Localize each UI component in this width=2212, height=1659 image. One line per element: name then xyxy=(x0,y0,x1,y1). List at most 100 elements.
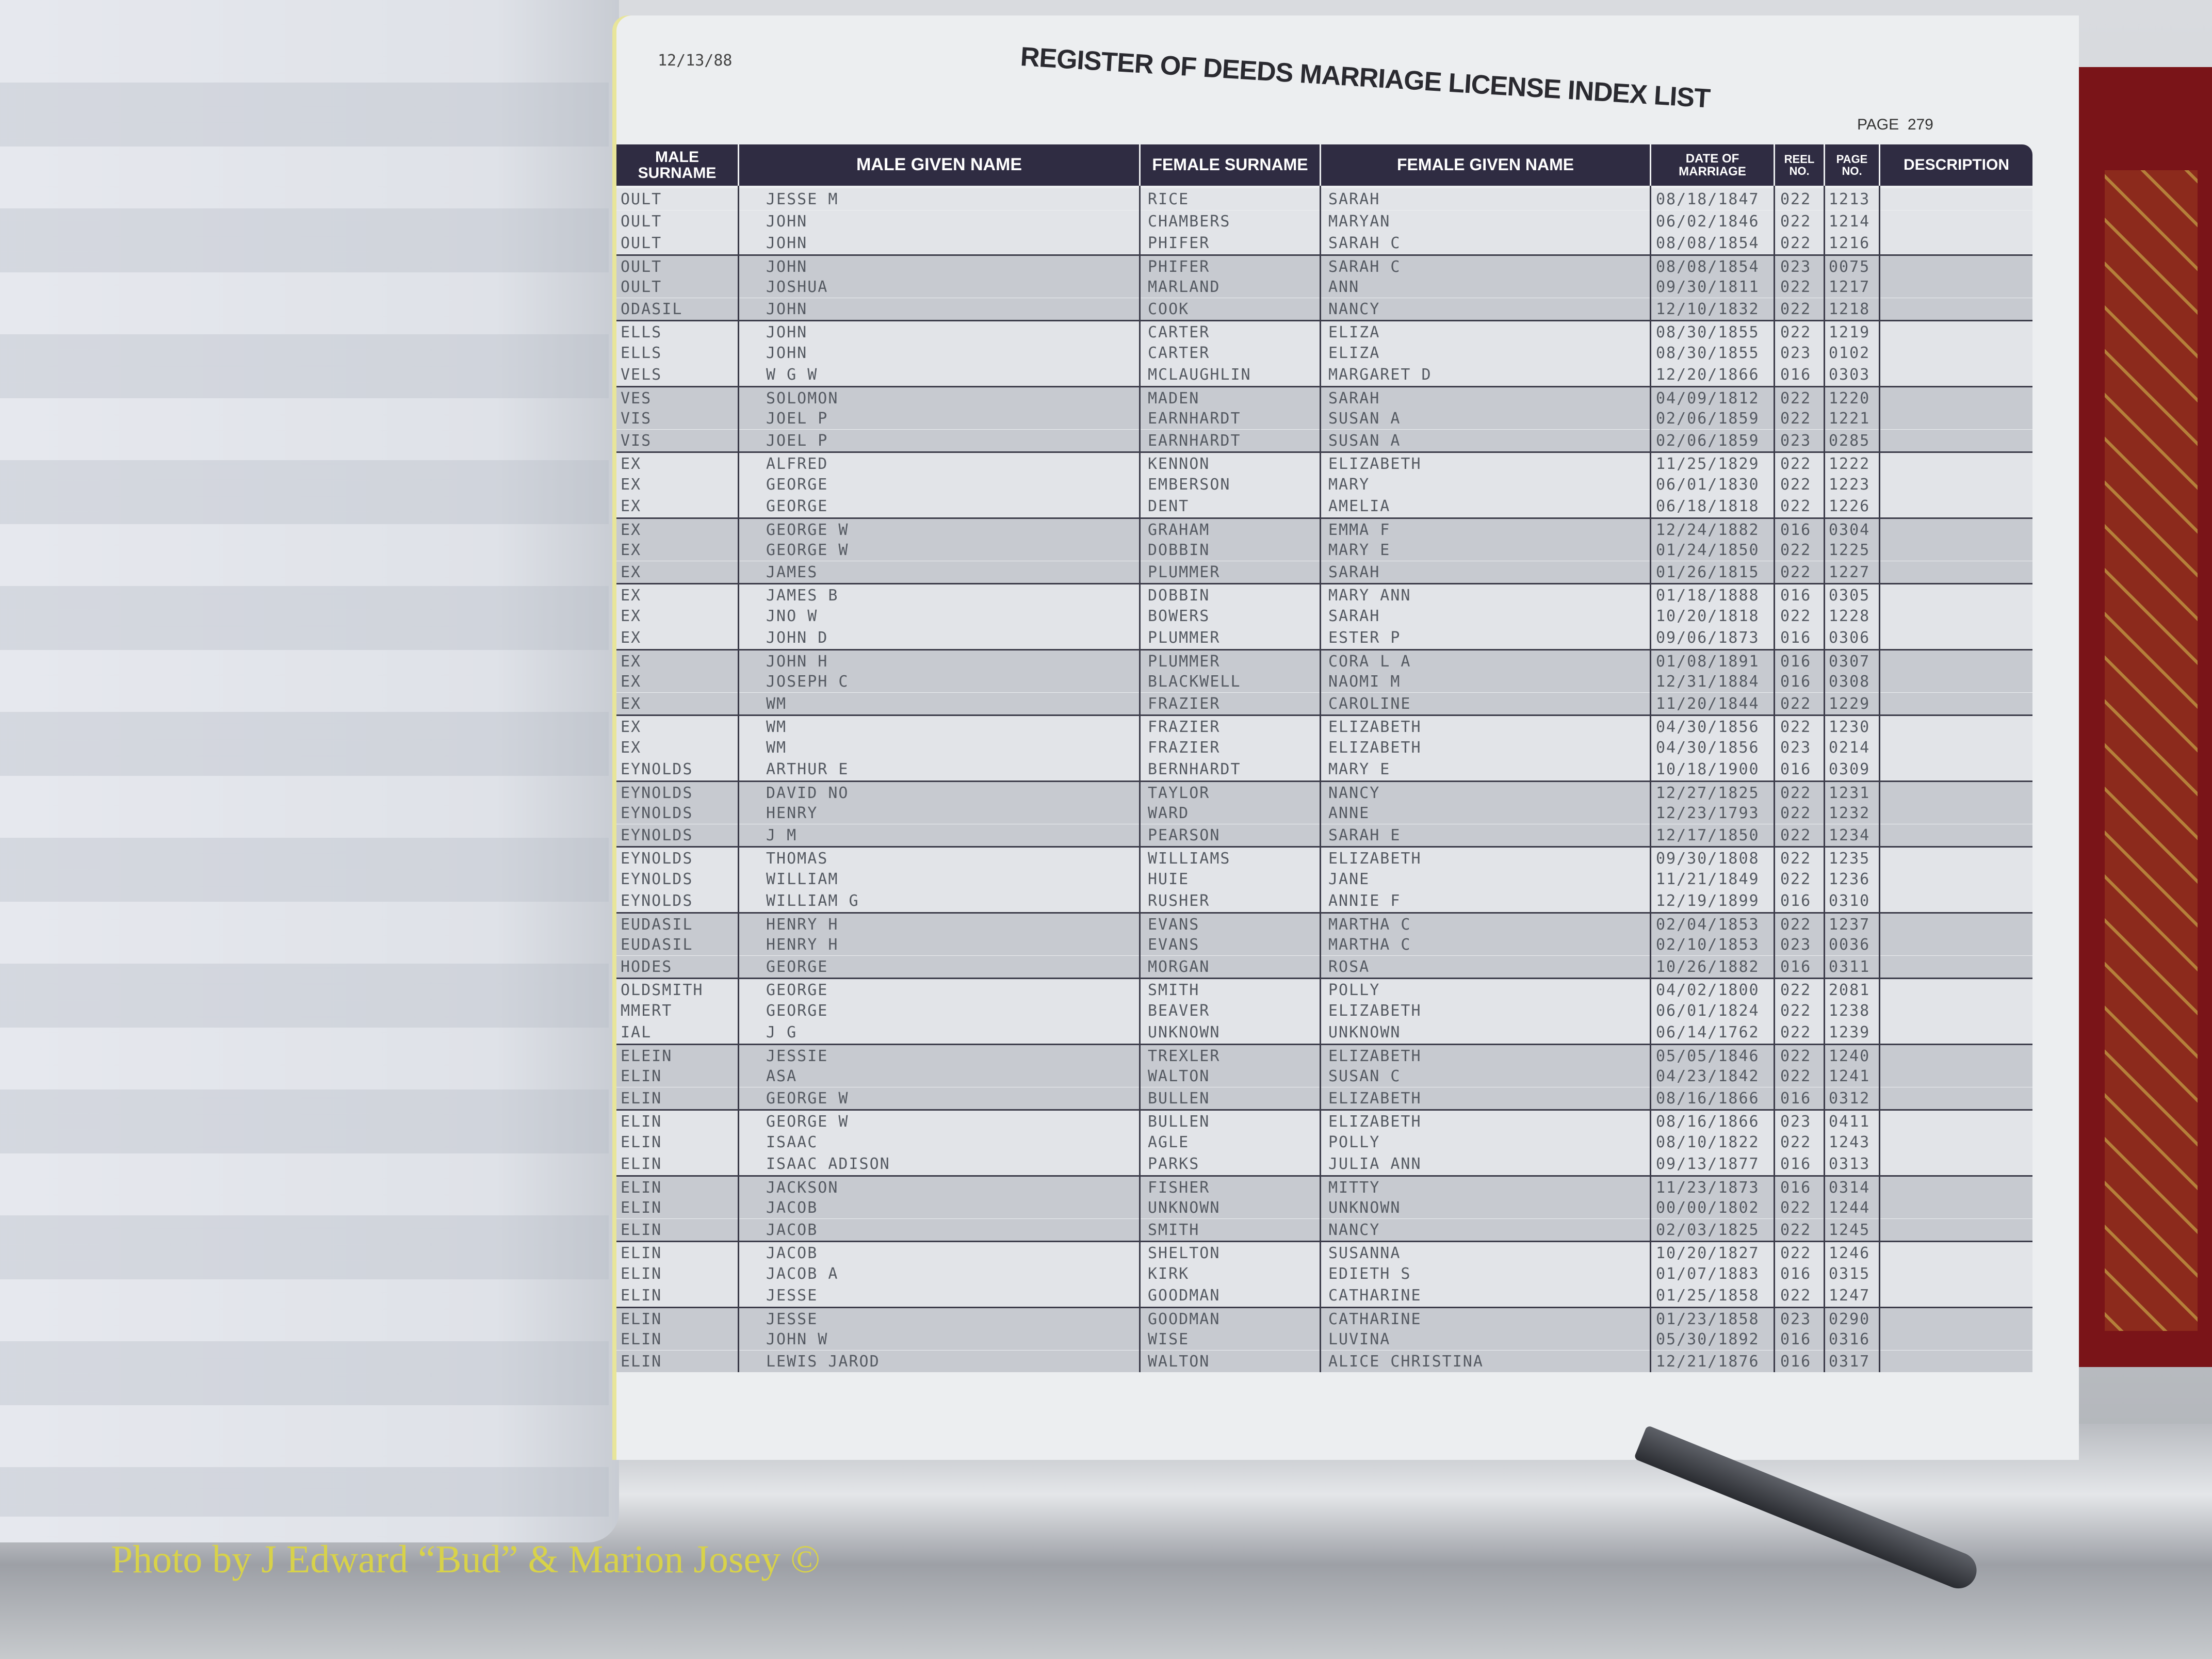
cell-page-no: 1237 xyxy=(1829,915,1871,934)
table-row: OLDSMITH GEORGE SMITH POLLY 04/02/1800 022 208… xyxy=(616,978,2032,1001)
cell-male-given-name: LEWIS JAROD xyxy=(766,1352,880,1371)
cell-female-given-name: CORA L A xyxy=(1328,652,1411,671)
cell-reel-no: 022 xyxy=(1780,1244,1812,1262)
cell-male-surname: EYNOLDS xyxy=(621,892,693,910)
table-row: EX WM FRAZIER CAROLINE 11/20/1844 022 1229 xyxy=(616,692,2032,714)
cell-male-given-name: JOHN xyxy=(766,257,808,276)
left-page-lines xyxy=(0,21,609,1517)
table-row: EX GEORGE EMBERSON MARY 06/01/1830 022 1223 xyxy=(616,473,2032,495)
cell-reel-no: 016 xyxy=(1780,1178,1812,1197)
table-row: ELLS JOHN CARTER ELIZA 08/30/1855 022 1219 xyxy=(616,320,2032,343)
cell-female-surname: EARNHARDT xyxy=(1148,410,1241,428)
cell-female-given-name: ANN xyxy=(1328,278,1360,296)
cell-male-surname: ELIN xyxy=(621,1244,662,1262)
cell-female-surname: BOWERS xyxy=(1148,607,1210,625)
cell-male-given-name: HENRY xyxy=(766,804,818,822)
cell-page-no: 1221 xyxy=(1829,410,1871,428)
cell-female-given-name: ESTER P xyxy=(1328,629,1401,647)
cell-reel-no: 022 xyxy=(1780,278,1812,296)
cell-date-of-marriage: 01/23/1858 xyxy=(1656,1310,1760,1328)
table-row: ELIN ASA WALTON SUSAN C 04/23/1842 022 1241 xyxy=(616,1065,2032,1087)
cell-male-surname: HODES xyxy=(621,957,673,976)
cell-date-of-marriage: 12/20/1866 xyxy=(1656,366,1760,384)
cell-page-no: 1218 xyxy=(1829,300,1871,318)
cell-male-given-name: JOHN xyxy=(766,300,808,318)
cell-page-no: 1222 xyxy=(1829,455,1871,473)
cell-male-surname: EX xyxy=(621,497,642,515)
cell-female-given-name: SARAH xyxy=(1328,607,1380,625)
cell-male-surname: ELIN xyxy=(621,1287,662,1305)
cell-female-surname: SMITH xyxy=(1148,981,1200,999)
table-row: EX WM FRAZIER ELIZABETH 04/30/1856 023 0214 xyxy=(616,736,2032,758)
cell-male-surname: OULT xyxy=(621,190,662,208)
cell-date-of-marriage: 12/19/1899 xyxy=(1656,892,1760,910)
cell-male-given-name: JOHN W xyxy=(766,1330,828,1348)
cell-page-no: 0317 xyxy=(1829,1352,1871,1371)
cell-reel-no: 022 xyxy=(1780,234,1812,252)
cell-male-surname: ELIN xyxy=(621,1264,662,1283)
cell-male-surname: ELIN xyxy=(621,1113,662,1131)
cell-female-given-name: MARGARET D xyxy=(1328,366,1432,384)
cell-male-given-name: GEORGE W xyxy=(766,1089,849,1108)
cell-female-surname: MADEN xyxy=(1148,389,1200,408)
cell-female-given-name: SUSANNA xyxy=(1328,1244,1401,1262)
cell-male-surname: EX xyxy=(621,521,642,539)
cell-female-surname: RUSHER xyxy=(1148,892,1210,910)
cell-reel-no: 022 xyxy=(1780,323,1812,341)
cell-date-of-marriage: 06/18/1818 xyxy=(1656,497,1760,515)
cell-page-no: 1247 xyxy=(1829,1287,1871,1305)
cell-page-no: 1226 xyxy=(1829,497,1871,515)
cell-reel-no: 022 xyxy=(1780,1047,1812,1065)
cell-date-of-marriage: 04/30/1856 xyxy=(1656,718,1760,736)
cell-date-of-marriage: 08/16/1866 xyxy=(1656,1089,1760,1108)
cell-date-of-marriage: 12/27/1825 xyxy=(1656,784,1760,802)
cell-page-no: 0315 xyxy=(1829,1264,1871,1283)
cell-female-given-name: ELIZABETH xyxy=(1328,1047,1422,1065)
cell-page-no: 1225 xyxy=(1829,541,1871,559)
cell-date-of-marriage: 08/08/1854 xyxy=(1656,257,1760,276)
cell-female-given-name: MITTY xyxy=(1328,1178,1380,1197)
table-row: ELIN GEORGE W BULLEN ELIZABETH 08/16/1866 016… xyxy=(616,1087,2032,1109)
cell-date-of-marriage: 01/24/1850 xyxy=(1656,541,1760,559)
table-row: EYNOLDS ARTHUR E BERNHARDT MARY E 10/18/1900… xyxy=(616,758,2032,780)
cell-male-given-name: GEORGE W xyxy=(766,541,849,559)
cell-page-no: 0311 xyxy=(1829,957,1871,976)
cell-page-no: 1227 xyxy=(1829,563,1871,581)
header-male-surname: MALE SURNAME xyxy=(616,144,738,186)
table-row: EX ALFRED KENNON ELIZABETH 11/25/1829 022 1222 xyxy=(616,451,2032,475)
cell-female-surname: EVANS xyxy=(1148,915,1200,934)
cell-female-surname: PHIFER xyxy=(1148,234,1210,252)
cell-date-of-marriage: 01/26/1815 xyxy=(1656,563,1760,581)
cell-female-surname: KENNON xyxy=(1148,455,1210,473)
cell-page-no: 0290 xyxy=(1829,1310,1871,1328)
cell-page-no: 0303 xyxy=(1829,366,1871,384)
cell-reel-no: 016 xyxy=(1780,1155,1812,1173)
cell-male-surname: EUDASIL xyxy=(621,915,693,934)
cell-date-of-marriage: 12/24/1882 xyxy=(1656,521,1760,539)
cell-male-surname: OLDSMITH xyxy=(621,981,704,999)
cell-female-surname: GOODMAN xyxy=(1148,1287,1221,1305)
cell-reel-no: 022 xyxy=(1780,850,1812,868)
cell-female-given-name: SUSAN C xyxy=(1328,1067,1401,1085)
cell-female-given-name: UNKNOWN xyxy=(1328,1023,1401,1042)
cell-female-surname: PLUMMER xyxy=(1148,652,1221,671)
cell-page-no: 1231 xyxy=(1829,784,1871,802)
cell-male-surname: VELS xyxy=(621,366,662,384)
cell-female-surname: WILLIAMS xyxy=(1148,850,1231,868)
cell-page-no: 1245 xyxy=(1829,1221,1871,1239)
cell-male-surname: EX xyxy=(621,673,642,691)
page-label: PAGE xyxy=(1857,116,1899,133)
column-divider xyxy=(1650,186,1651,1372)
cell-reel-no: 023 xyxy=(1780,431,1812,450)
cell-female-surname: FRAZIER xyxy=(1148,718,1221,736)
cell-female-given-name: SARAH xyxy=(1328,563,1380,581)
cell-male-given-name: GEORGE xyxy=(766,475,828,494)
cell-male-given-name: JOEL P xyxy=(766,431,828,450)
cell-date-of-marriage: 01/07/1883 xyxy=(1656,1264,1760,1283)
cell-female-surname: EVANS xyxy=(1148,936,1200,954)
cell-female-surname: CHAMBERS xyxy=(1148,212,1231,231)
cell-reel-no: 022 xyxy=(1780,497,1812,515)
cell-date-of-marriage: 12/10/1832 xyxy=(1656,300,1760,318)
cell-male-given-name: GEORGE xyxy=(766,497,828,515)
cell-page-no: 1234 xyxy=(1829,826,1871,844)
